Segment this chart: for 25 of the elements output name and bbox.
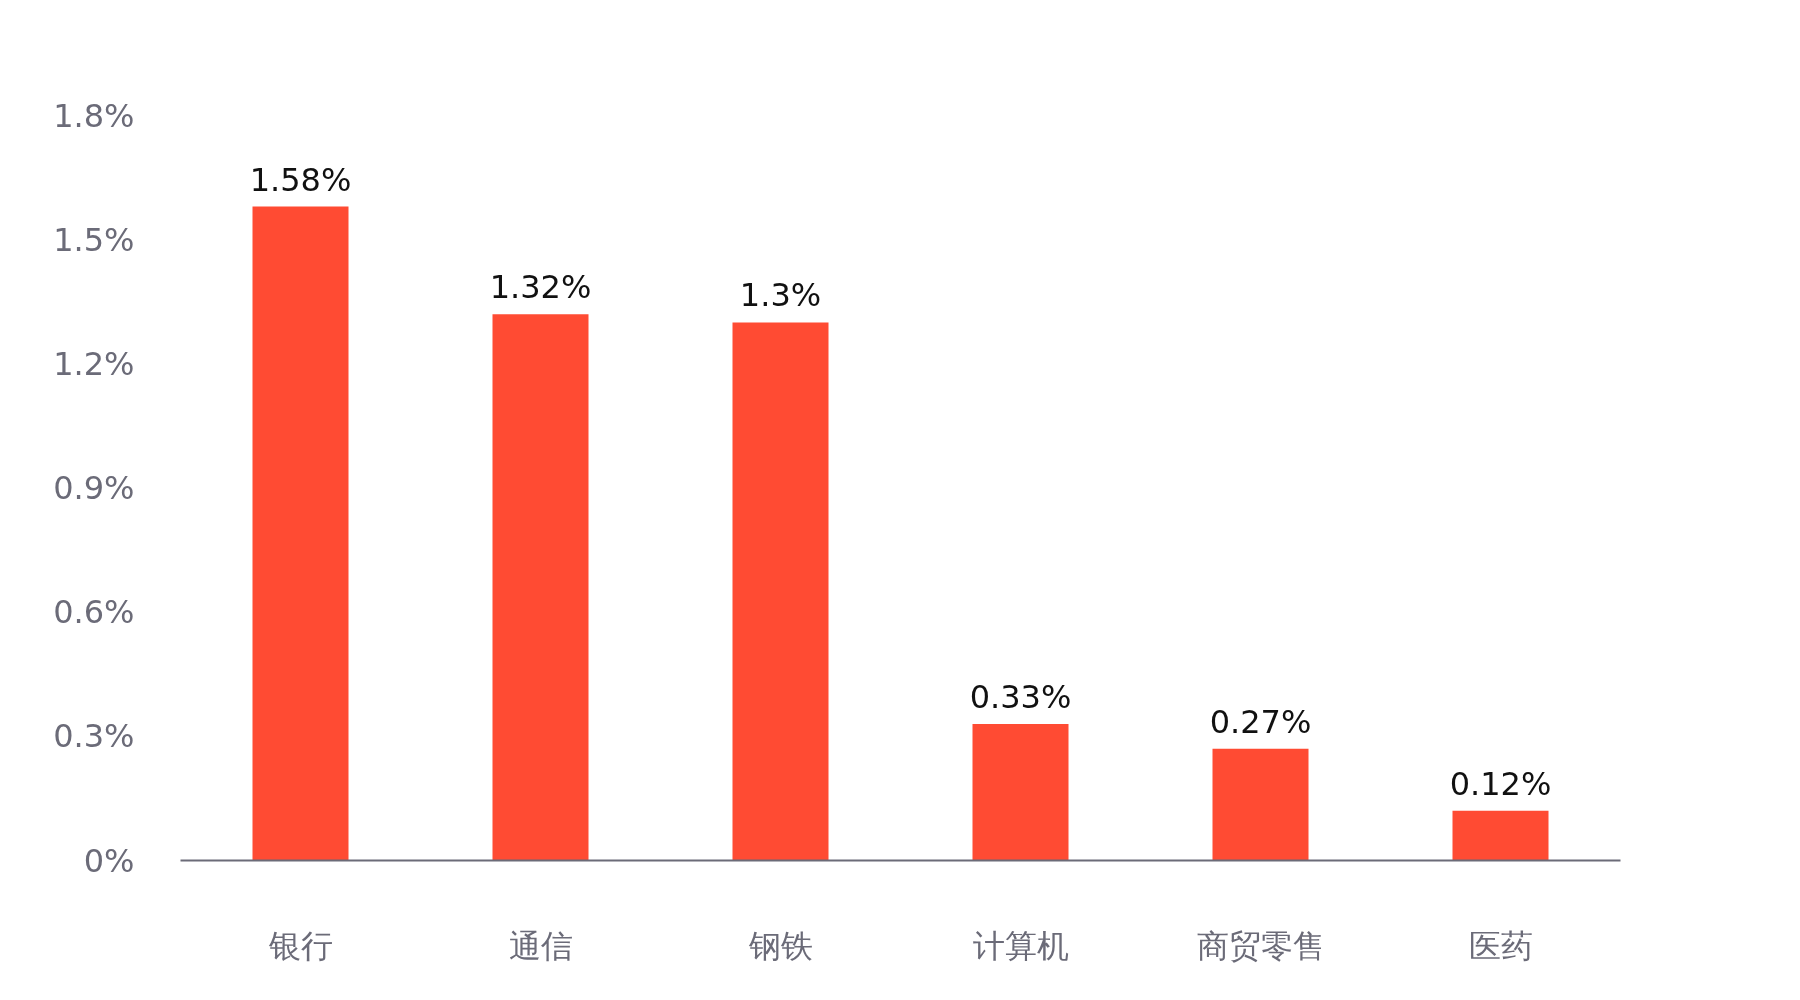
bar	[492, 314, 589, 861]
data-label: 0.12%	[1449, 764, 1552, 803]
y-tick-label: 1.5%	[53, 220, 135, 259]
y-tick-label: 1.2%	[53, 344, 135, 383]
data-label: 0.27%	[1209, 702, 1312, 741]
x-tick-label: 钢铁	[747, 926, 813, 965]
data-label: 1.3%	[739, 276, 822, 315]
y-tick-label: 0.9%	[53, 469, 135, 507]
bar	[732, 322, 829, 861]
data-label: 1.32%	[489, 268, 592, 307]
x-tick-label: 医药	[1468, 926, 1533, 965]
x-tick-label: 商贸零售	[1196, 926, 1325, 965]
x-tick-label: 通信	[508, 926, 573, 965]
bar	[252, 206, 349, 861]
y-tick-label: 0.3%	[53, 717, 135, 756]
data-label: 0.33%	[969, 677, 1072, 716]
bar	[1212, 748, 1309, 861]
x-tick-label: 计算机	[972, 926, 1069, 965]
bar	[972, 723, 1069, 861]
y-tick-label: 0%	[83, 841, 135, 880]
data-label: 1.58%	[249, 160, 352, 199]
y-tick-label: 0.6%	[53, 593, 135, 632]
bar	[1452, 810, 1549, 861]
y-tick-label: 1.8%	[53, 96, 135, 135]
x-tick-label: 银行	[267, 926, 333, 965]
